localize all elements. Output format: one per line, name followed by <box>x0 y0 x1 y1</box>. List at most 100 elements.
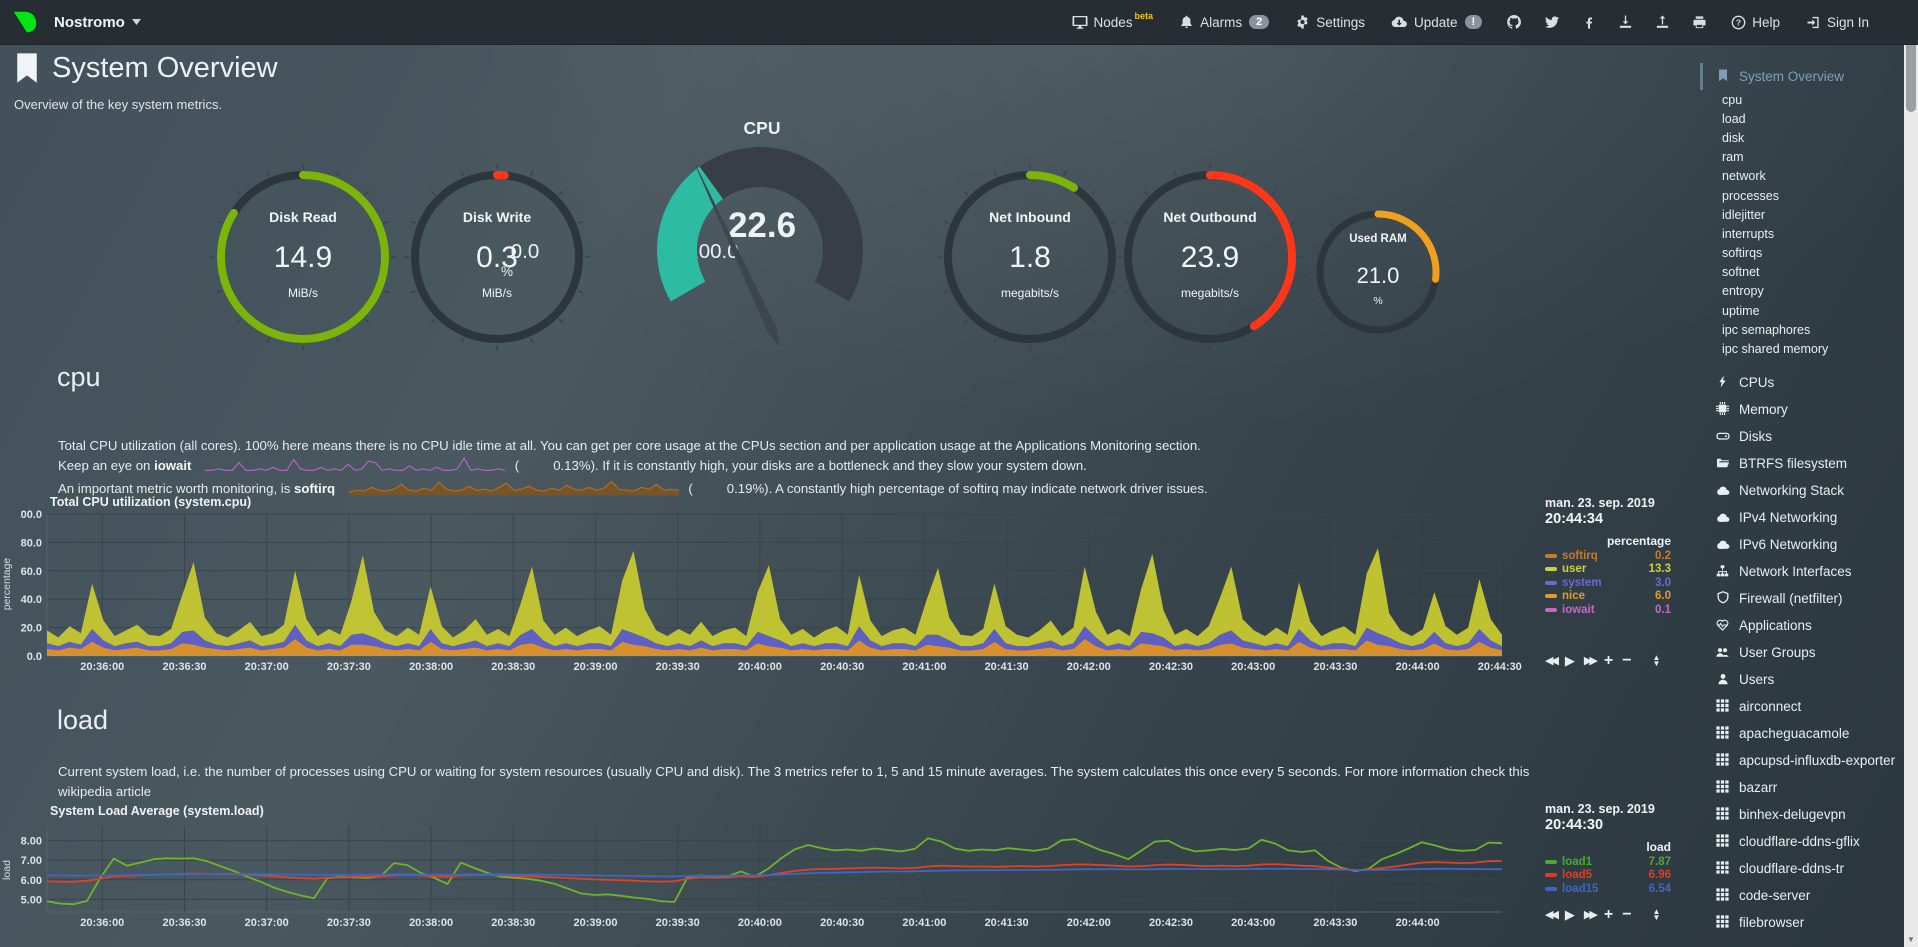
chart-resize-handle[interactable]: ▲ ▼ <box>1652 907 1661 922</box>
scrollbar-thumb[interactable] <box>1906 20 1916 112</box>
sidebar-item-user-groups[interactable]: User Groups <box>1700 639 1904 666</box>
sidebar-item-btrfs-filesystem[interactable]: BTRFS filesystem <box>1700 450 1904 477</box>
sidebar-item-filebrowser[interactable]: filebrowser <box>1700 909 1904 936</box>
sidebar-item-apcupsd-influxdb-exporter[interactable]: apcupsd-influxdb-exporter <box>1700 747 1904 774</box>
sidebar-item-system-overview[interactable]: System Overview <box>1700 63 1904 90</box>
page-scrollbar[interactable]: ▲ ▼ <box>1904 0 1918 947</box>
sitemap-icon <box>1714 564 1731 579</box>
cpu-gauge-title: CPU <box>743 118 781 138</box>
legend-swatch <box>1545 580 1557 585</box>
disk-read-gauge-ring <box>210 164 396 350</box>
netdata-logo[interactable] <box>10 7 40 37</box>
sidebar-item-airconnect[interactable]: airconnect <box>1700 693 1904 720</box>
sidebar-item-code-server[interactable]: code-server <box>1700 882 1904 909</box>
sidebar-item-users[interactable]: Users <box>1700 666 1904 693</box>
sidebar-item-cpu[interactable]: cpu <box>1700 90 1904 109</box>
sidebar-item-disks[interactable]: Disks <box>1700 423 1904 450</box>
cpu-chart-plot[interactable]: Total CPU utilization (system.cpu) 0.0 20.… <box>20 494 1710 680</box>
sidebar-item-load[interactable]: load <box>1700 109 1904 128</box>
sidebar-item-ipc-shared-memory[interactable]: ipc shared memory <box>1700 339 1904 358</box>
nav-item-update[interactable]: Update! <box>1378 0 1495 44</box>
chart-play-button[interactable]: ▶ <box>1564 653 1575 668</box>
sidebar-item-ipv6-networking[interactable]: IPv6 Networking <box>1700 531 1904 558</box>
legend-row-system[interactable]: system 3.0 <box>1545 577 1671 589</box>
sidebar-item-ipc-semaphores[interactable]: ipc semaphores <box>1700 320 1904 339</box>
sidebar-item-label: disk <box>1722 130 1745 145</box>
nav-item-print[interactable] <box>1681 0 1718 44</box>
sidebar-item-cloudflare-ddns-gflix[interactable]: cloudflare-ddns-gflix <box>1700 828 1904 855</box>
sidebar-item-apacheguacamole[interactable]: apacheguacamole <box>1700 720 1904 747</box>
sidebar-item-label: Networking Stack <box>1739 482 1845 498</box>
chart-zoom-in-button[interactable]: + <box>1603 652 1614 669</box>
nav-item-export[interactable] <box>1644 0 1681 44</box>
sidebar-item-disk[interactable]: disk <box>1700 128 1904 147</box>
used-ram-gauge-chart[interactable]: Used RAM 21.0% <box>1303 197 1453 347</box>
legend-row-iowait[interactable]: iowait 0.1 <box>1545 604 1671 616</box>
sidebar-item-interrupts[interactable]: interrupts <box>1700 224 1904 243</box>
sidebar-item-ipv4-networking[interactable]: IPv4 Networking <box>1700 504 1904 531</box>
sidebar-item-binhex-delugevpn[interactable]: binhex-delugevpn <box>1700 801 1904 828</box>
legend-row-nice[interactable]: nice 6.0 <box>1545 590 1671 602</box>
svg-text:100.0: 100.0 <box>20 509 42 521</box>
sidebar-item-firewall-netfilter-[interactable]: Firewall (netfilter) <box>1700 585 1904 612</box>
sidebar-item-uptime[interactable]: uptime <box>1700 301 1904 320</box>
sidebar-item-bazarr[interactable]: bazarr <box>1700 774 1904 801</box>
chevron-down-icon[interactable] <box>131 19 141 25</box>
disk-read-gauge-chart[interactable]: Disk Read 14.9 MiB/s <box>208 162 398 352</box>
sidebar-item-cpus[interactable]: CPUs <box>1700 369 1904 396</box>
nav-item-alarms[interactable]: Alarms 2 <box>1166 0 1282 44</box>
chart-backward-button[interactable]: ◀◀ <box>1545 909 1559 921</box>
sidebar-item-entropy[interactable]: entropy <box>1700 282 1904 301</box>
nav-item-github[interactable] <box>1495 0 1533 44</box>
chart-resize-handle[interactable]: ▲ ▼ <box>1652 653 1661 668</box>
disk-write-gauge-chart[interactable]: Disk Write 0.3 MiB/s <box>402 162 592 352</box>
softirq-sparkline[interactable] <box>348 480 679 502</box>
chart-play-button[interactable]: ▶ <box>1564 907 1575 922</box>
chart-zoom-out-button[interactable]: − <box>1622 906 1632 923</box>
legend-row-load5[interactable]: load5 6.96 <box>1545 869 1671 881</box>
nav-item-twitter[interactable] <box>1533 0 1571 44</box>
svg-text:20:41:30: 20:41:30 <box>985 917 1029 929</box>
load-chart-plot[interactable]: System Load Average (system.load) 5.00 6.0… <box>20 800 1710 940</box>
sidebar-item-memory[interactable]: Memory <box>1700 396 1904 423</box>
chart-forward-button[interactable]: ▶▶ <box>1583 909 1598 921</box>
legend-row-user[interactable]: user 13.3 <box>1545 563 1671 575</box>
cpu-legend-unit: percentage <box>1606 534 1671 548</box>
sidebar-item-idlejitter[interactable]: idlejitter <box>1700 205 1904 224</box>
nav-item-facebook[interactable] <box>1571 0 1607 44</box>
wikipedia-article-link[interactable]: wikipedia article <box>58 784 152 799</box>
chart-forward-button[interactable]: ▶▶ <box>1583 655 1598 667</box>
nav-item-signin[interactable]: Sign In <box>1793 0 1882 44</box>
svg-text:Total CPU utilization (system.: Total CPU utilization (system.cpu) <box>50 495 251 509</box>
legend-row-load1[interactable]: load1 7.87 <box>1545 856 1671 868</box>
hostname-selector[interactable]: Nostromo <box>54 13 125 31</box>
sidebar-item-network[interactable]: network <box>1700 167 1904 186</box>
sidebar-item-ram[interactable]: ram <box>1700 148 1904 167</box>
nav-item-help[interactable]: ? Help <box>1718 0 1793 44</box>
sidebar-item-network-interfaces[interactable]: Network Interfaces <box>1700 558 1904 585</box>
nav-item-import[interactable] <box>1607 0 1644 44</box>
svg-text:20:38:30: 20:38:30 <box>491 917 535 929</box>
sidebar-item-processes[interactable]: processes <box>1700 186 1904 205</box>
sidebar-item-cloudflare-ddns-tr[interactable]: cloudflare-ddns-tr <box>1700 855 1904 882</box>
sidebar-item-softnet[interactable]: softnet <box>1700 263 1904 282</box>
nav-item-settings[interactable]: Settings <box>1282 0 1378 44</box>
nav-item-nodes[interactable]: Nodes beta <box>1059 0 1167 44</box>
iowait-sparkline[interactable] <box>205 456 506 479</box>
sidebar-item-label: IPv4 Networking <box>1739 509 1838 525</box>
sidebar-item-label: uptime <box>1722 303 1760 318</box>
net-outbound-gauge-chart[interactable]: Net Outbound 23.9 megabits/s <box>1115 162 1305 352</box>
used-ram-value: 21.0 <box>1356 263 1400 288</box>
sidebar-item-applications[interactable]: Applications <box>1700 612 1904 639</box>
chart-zoom-out-button[interactable]: − <box>1622 652 1632 669</box>
chart-zoom-in-button[interactable]: + <box>1603 906 1614 923</box>
net-inbound-gauge-chart[interactable]: Net Inbound 1.8 megabits/s <box>935 162 1125 352</box>
chip-icon <box>1714 401 1731 417</box>
chart-backward-button[interactable]: ◀◀ <box>1545 655 1559 667</box>
sidebar-item-networking-stack[interactable]: Networking Stack <box>1700 477 1904 504</box>
sidebar-item-softirqs[interactable]: softirqs <box>1700 244 1904 263</box>
legend-row-softirq[interactable]: softirq 0.2 <box>1545 550 1671 562</box>
sidebar-item-label: CPUs <box>1739 374 1775 390</box>
legend-row-load15[interactable]: load15 6.54 <box>1545 883 1671 895</box>
scroll-down-arrow[interactable]: ▼ <box>1907 935 1915 944</box>
